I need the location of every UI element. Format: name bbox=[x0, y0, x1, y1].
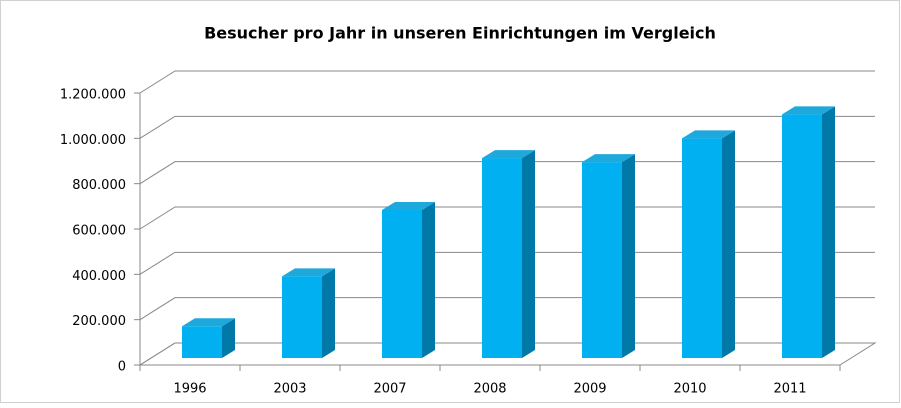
y-tick-label: 1.000.000 bbox=[60, 133, 126, 148]
bar bbox=[582, 162, 622, 358]
grid-line bbox=[139, 342, 875, 366]
x-tick-label: 2009 bbox=[573, 382, 606, 397]
bar bbox=[382, 209, 422, 358]
x-tick-label: 2010 bbox=[673, 382, 706, 397]
x-tick-label: 1996 bbox=[173, 382, 206, 397]
bar-side bbox=[722, 130, 735, 358]
bar-side bbox=[622, 154, 635, 358]
grid-line bbox=[139, 161, 875, 185]
y-tick-label: 600.000 bbox=[72, 224, 126, 239]
bar-top bbox=[682, 130, 735, 139]
bar bbox=[782, 114, 822, 358]
grid-line bbox=[139, 251, 875, 275]
bar-top bbox=[382, 201, 435, 210]
y-tick-label: 1.200.000 bbox=[60, 88, 126, 103]
x-tick-label: 2007 bbox=[373, 382, 406, 397]
grid-line bbox=[139, 297, 875, 321]
grid-line bbox=[139, 206, 875, 230]
bar bbox=[482, 158, 522, 358]
bar-top bbox=[182, 318, 235, 327]
bar bbox=[282, 276, 322, 358]
bar-side bbox=[422, 201, 435, 358]
grid-line bbox=[139, 115, 875, 139]
bar-top bbox=[782, 106, 835, 115]
grid-line bbox=[139, 70, 875, 94]
x-tick-label: 2003 bbox=[273, 382, 306, 397]
x-tick-label: 2011 bbox=[773, 382, 806, 397]
y-tick-label: 400.000 bbox=[72, 269, 126, 284]
bar-side bbox=[522, 150, 535, 358]
bar-top bbox=[482, 150, 535, 159]
bar-side bbox=[822, 106, 835, 358]
bar-side bbox=[222, 318, 235, 358]
y-tick-label: 200.000 bbox=[72, 314, 126, 329]
bar-top bbox=[282, 268, 335, 277]
x-tick-label: 2008 bbox=[473, 382, 506, 397]
y-tick-label: 0 bbox=[118, 360, 126, 375]
bar bbox=[682, 138, 722, 358]
chart-title: Besucher pro Jahr in unseren Einrichtung… bbox=[204, 24, 716, 43]
y-tick-label: 800.000 bbox=[72, 178, 126, 193]
bar-top bbox=[582, 154, 635, 163]
bar-side bbox=[322, 268, 335, 358]
bar bbox=[182, 326, 222, 358]
